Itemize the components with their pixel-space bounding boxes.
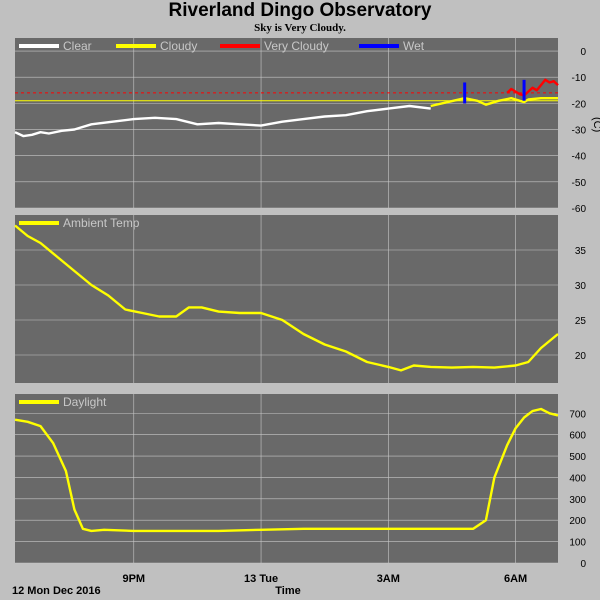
series-ambient-temp — [14, 224, 559, 372]
legend-label: Clear — [63, 39, 92, 53]
y-tick-label: -60 — [572, 204, 587, 215]
legend-label: Wet — [403, 39, 425, 53]
y-tick-label: 0 — [580, 47, 586, 58]
y-tick-label: 100 — [569, 538, 586, 549]
x-tick-label: 9PM — [122, 573, 145, 585]
legend-label: Daylight — [63, 395, 107, 409]
y-tick-label: 30 — [575, 281, 587, 292]
series-very-cloudy — [506, 78, 559, 97]
y-tick-label: -10 — [572, 73, 587, 84]
sky-status-text: Sky is Very Cloudy. — [254, 22, 346, 34]
panel-daylight: 0 100 200 300 400 500 600 700 Daylight — [14, 394, 586, 570]
x-tick-label: 6AM — [504, 573, 527, 585]
x-tick-label: 3AM — [377, 573, 400, 585]
legend-label: Cloudy — [160, 39, 197, 53]
series-cloudy — [430, 96, 558, 108]
x-tick-label: 13 Tue — [244, 573, 278, 585]
y-tick-label: 20 — [575, 351, 587, 362]
page-title: Riverland Dingo Observatory — [168, 0, 432, 21]
date-label: 12 Mon Dec 2016 — [12, 585, 101, 597]
y-tick-label: -30 — [572, 126, 587, 137]
y-tick-label: 300 — [569, 495, 586, 506]
series-clear — [14, 104, 431, 138]
y-tick-label: 25 — [575, 316, 587, 327]
panel-background — [15, 215, 558, 383]
y-tick-label: 700 — [569, 409, 586, 420]
y-tick-label: 0 — [580, 559, 586, 570]
y-tick-label: 500 — [569, 452, 586, 463]
y-tick-label: 200 — [569, 516, 586, 527]
series-daylight — [14, 407, 559, 533]
x-axis-label: Time — [275, 585, 300, 597]
y-tick-label: 600 — [569, 431, 586, 442]
y-tick-label: 35 — [575, 246, 587, 257]
y-tick-label: -40 — [572, 152, 587, 163]
panel-background — [15, 394, 558, 563]
panel-sky: 0 -10 -20 -30 -40 -50 -60 (C) Clear Cloudy Very Cl… — [14, 38, 600, 215]
legend-label: Ambient Temp — [63, 216, 140, 230]
unit-label: (C) — [591, 117, 600, 132]
panel-ambient: 20 25 30 35 Ambient Temp — [14, 215, 587, 383]
legend-label: Very Cloudy — [264, 39, 329, 53]
y-tick-label: -20 — [572, 99, 587, 110]
y-tick-label: -50 — [572, 178, 587, 189]
y-tick-label: 400 — [569, 473, 586, 484]
